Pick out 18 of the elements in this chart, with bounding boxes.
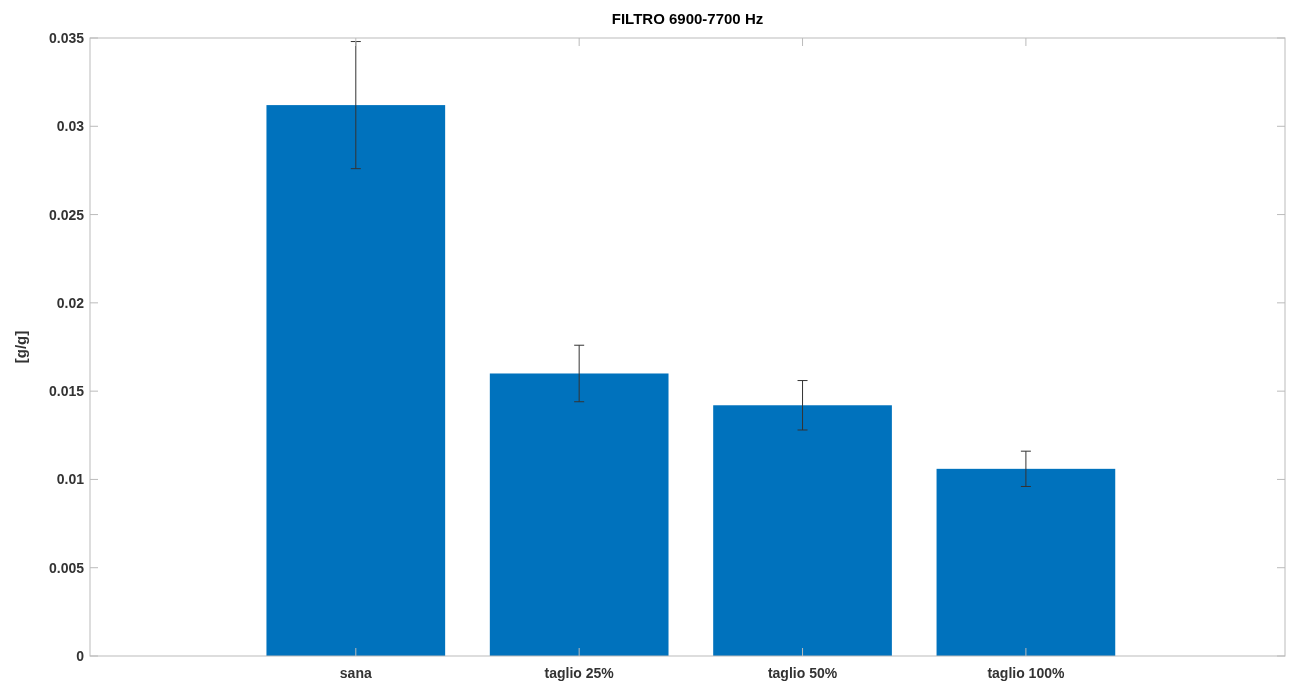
y-tick-label: 0.03	[56, 118, 85, 135]
y-tick-label: 0.005	[48, 559, 85, 576]
y-tick-label: 0	[76, 648, 85, 664]
bar	[713, 405, 892, 656]
y-tick-label: 0.01	[56, 471, 85, 488]
bar	[266, 105, 446, 656]
bar	[936, 468, 1116, 656]
bar	[489, 373, 669, 656]
y-tick-label: 0.015	[48, 383, 85, 400]
x-tick-label: sana	[339, 665, 372, 681]
y-tick-label: 0.025	[48, 206, 85, 223]
x-tick-label: taglio 50%	[767, 665, 838, 681]
y-tick-label: 0.035	[48, 30, 85, 46]
x-tick-label: taglio 100%	[987, 665, 1065, 681]
y-axis-title: [g/g]	[12, 330, 29, 364]
y-tick-label: 0.02	[56, 294, 85, 311]
x-tick-label: taglio 25%	[544, 665, 615, 681]
chart-title: FILTRO 6900-7700 Hz	[611, 10, 764, 27]
